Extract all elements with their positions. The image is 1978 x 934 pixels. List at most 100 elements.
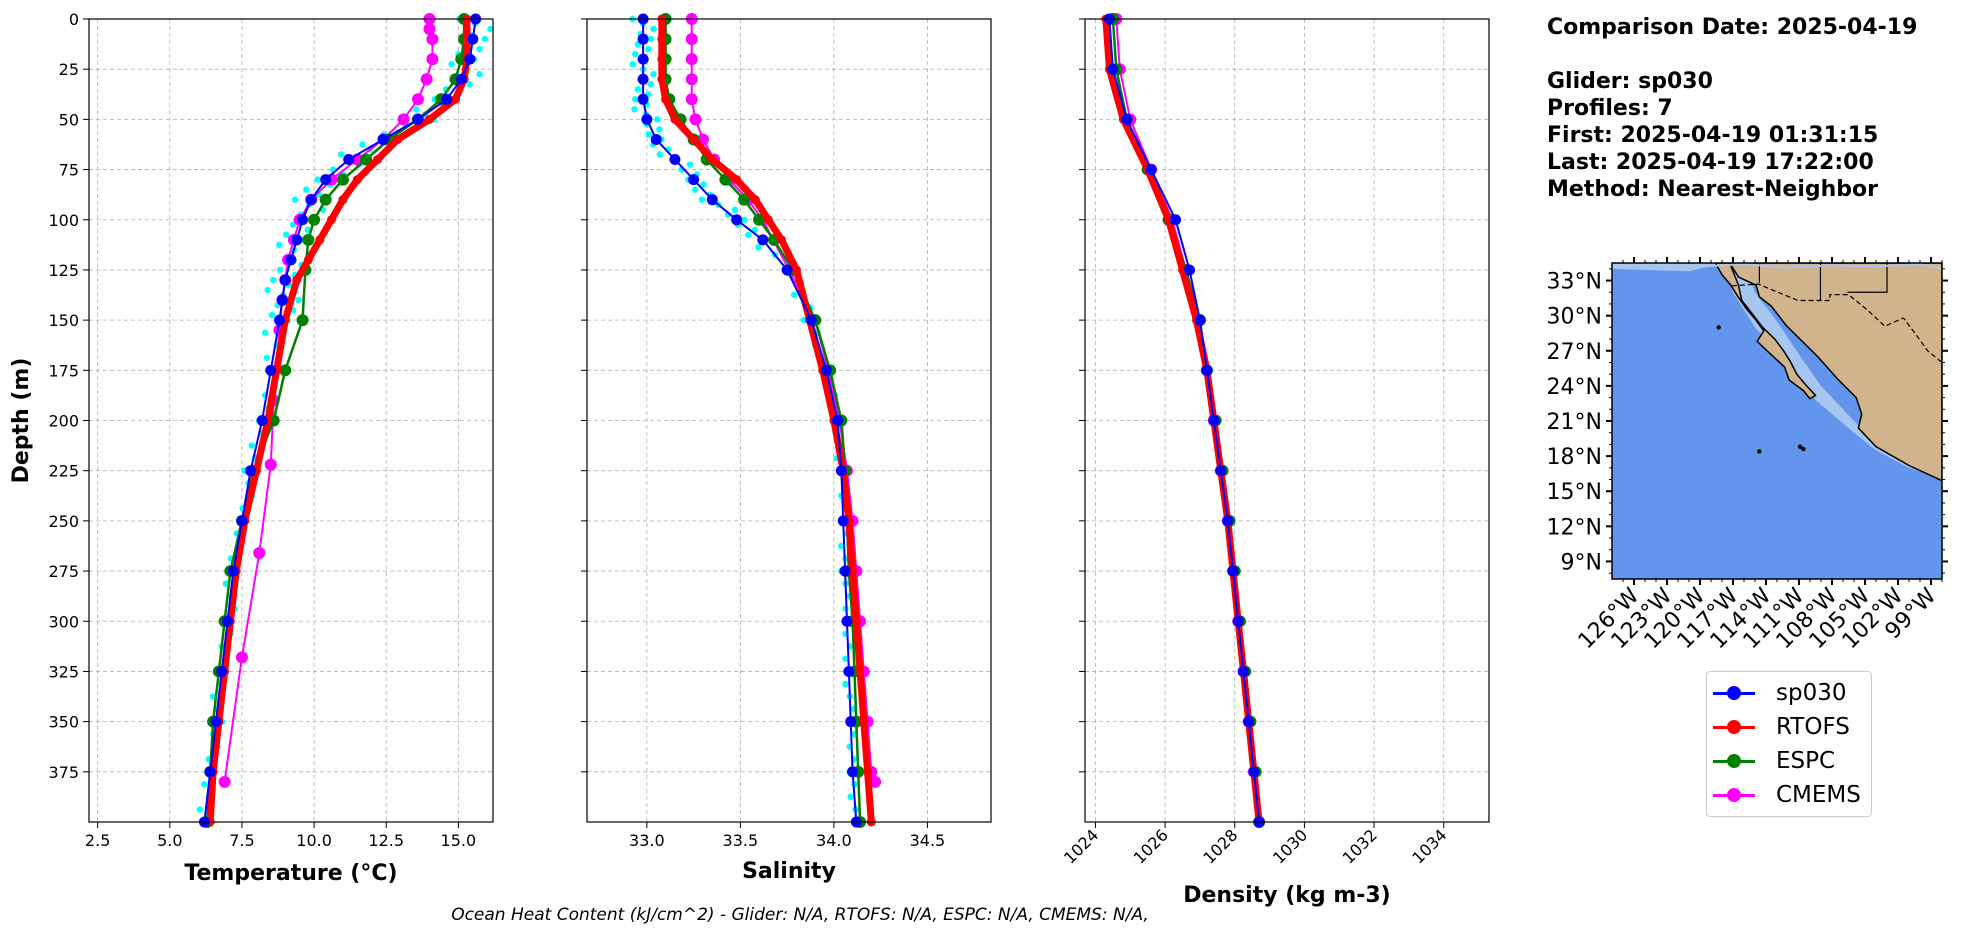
raw-point xyxy=(650,71,657,78)
raw-point xyxy=(448,60,455,68)
data-point xyxy=(411,93,424,106)
location-map: 33°N30°N27°N24°N21°N18°N15°N12°N9°N126°W… xyxy=(1547,257,1948,654)
raw-point xyxy=(656,126,663,133)
data-point xyxy=(753,213,766,226)
data-point xyxy=(1194,314,1206,326)
x-tick-label: 1028 xyxy=(1199,825,1241,867)
raw-point xyxy=(291,196,299,203)
data-point xyxy=(450,94,460,104)
raw-point xyxy=(842,680,849,688)
data-point xyxy=(343,154,355,166)
data-point xyxy=(467,33,479,45)
raw-point xyxy=(632,96,639,103)
data-point xyxy=(352,175,362,185)
data-point xyxy=(670,114,680,124)
data-point xyxy=(685,53,698,66)
data-point xyxy=(441,93,453,105)
data-point xyxy=(245,465,257,477)
y-tick-label: 25 xyxy=(59,60,79,79)
y-tick-label: 275 xyxy=(48,562,79,581)
x-tick-label: 2.5 xyxy=(85,831,110,850)
lat-tick-label: 27°N xyxy=(1547,340,1602,365)
raw-point xyxy=(691,186,699,193)
comparison-date: Comparison Date: 2025-04-19 xyxy=(1547,15,1918,40)
series-sp030 xyxy=(198,13,482,828)
raw-point xyxy=(647,35,655,43)
data-point xyxy=(1215,465,1227,477)
data-point xyxy=(1222,515,1234,527)
data-point xyxy=(707,155,717,165)
data-point xyxy=(845,716,857,728)
y-tick-label: 175 xyxy=(48,361,79,380)
data-point xyxy=(291,234,303,246)
data-point xyxy=(848,566,858,576)
data-point xyxy=(426,33,439,46)
lat-tick-label: 12°N xyxy=(1547,515,1602,540)
data-point xyxy=(859,717,869,727)
ocean-heat-content-note: Ocean Heat Content (kJ/cm^2) - Glider: N… xyxy=(451,905,1149,925)
legend-item-cmems: CMEMS xyxy=(1707,779,1871,811)
data-point xyxy=(657,34,667,44)
raw-point xyxy=(741,216,748,223)
first-time: First: 2025-04-19 01:31:15 xyxy=(1547,123,1879,148)
y-tick-label: 50 xyxy=(59,110,79,129)
raw-point xyxy=(476,45,483,53)
y-tick-label: 0 xyxy=(69,10,79,29)
x-axis-label: Density (kg m-3) xyxy=(1183,883,1391,908)
raw-point xyxy=(755,244,762,251)
island xyxy=(1757,449,1762,454)
data-point xyxy=(397,113,410,126)
raw-point xyxy=(304,226,311,233)
data-point xyxy=(1227,565,1239,577)
y-tick-label: 325 xyxy=(48,662,79,681)
data-point xyxy=(689,134,699,144)
data-point xyxy=(464,53,476,65)
data-point xyxy=(661,94,671,104)
data-point xyxy=(292,275,302,285)
x-axis-label: Salinity xyxy=(742,859,836,884)
raw-point xyxy=(209,693,216,700)
x-tick-label: 5.0 xyxy=(157,831,182,850)
data-point xyxy=(296,314,309,327)
data-point xyxy=(360,153,373,166)
raw-point xyxy=(314,176,321,183)
raw-point xyxy=(790,291,798,299)
raw-point xyxy=(629,60,636,68)
data-point xyxy=(781,264,793,276)
data-point xyxy=(216,665,228,677)
data-point xyxy=(1107,63,1119,75)
lat-tick-label: 33°N xyxy=(1547,270,1602,295)
data-point xyxy=(820,364,832,376)
raw-point xyxy=(276,266,284,274)
raw-point xyxy=(201,781,208,788)
legend-label: ESPC xyxy=(1776,748,1836,774)
last-time: Last: 2025-04-19 17:22:00 xyxy=(1547,150,1874,175)
raw-point xyxy=(731,206,739,213)
legend-label: CMEMS xyxy=(1776,782,1861,808)
data-point xyxy=(256,415,268,426)
raw-point xyxy=(700,181,707,188)
data-point xyxy=(426,53,439,66)
raw-point xyxy=(476,71,483,78)
x-tick-label: 10.0 xyxy=(296,831,332,850)
data-point xyxy=(847,766,859,778)
data-point xyxy=(235,651,248,664)
series-line xyxy=(223,19,434,782)
raw-point xyxy=(466,81,473,88)
raw-point xyxy=(269,276,277,284)
lat-tick-label: 9°N xyxy=(1561,550,1602,575)
x-tick-label: 1032 xyxy=(1339,825,1381,867)
state-line xyxy=(1847,263,1888,293)
lat-tick-label: 18°N xyxy=(1547,445,1602,470)
data-point xyxy=(1121,113,1133,125)
map-body xyxy=(1612,263,1942,579)
data-point xyxy=(791,265,801,275)
island xyxy=(1716,325,1721,330)
land-baja xyxy=(1714,263,1817,400)
legend-label: sp030 xyxy=(1776,680,1847,706)
series-sp030 xyxy=(1103,13,1265,828)
data-point xyxy=(302,233,315,246)
data-point xyxy=(420,73,433,86)
raw-point xyxy=(303,186,310,193)
data-point xyxy=(338,195,348,205)
